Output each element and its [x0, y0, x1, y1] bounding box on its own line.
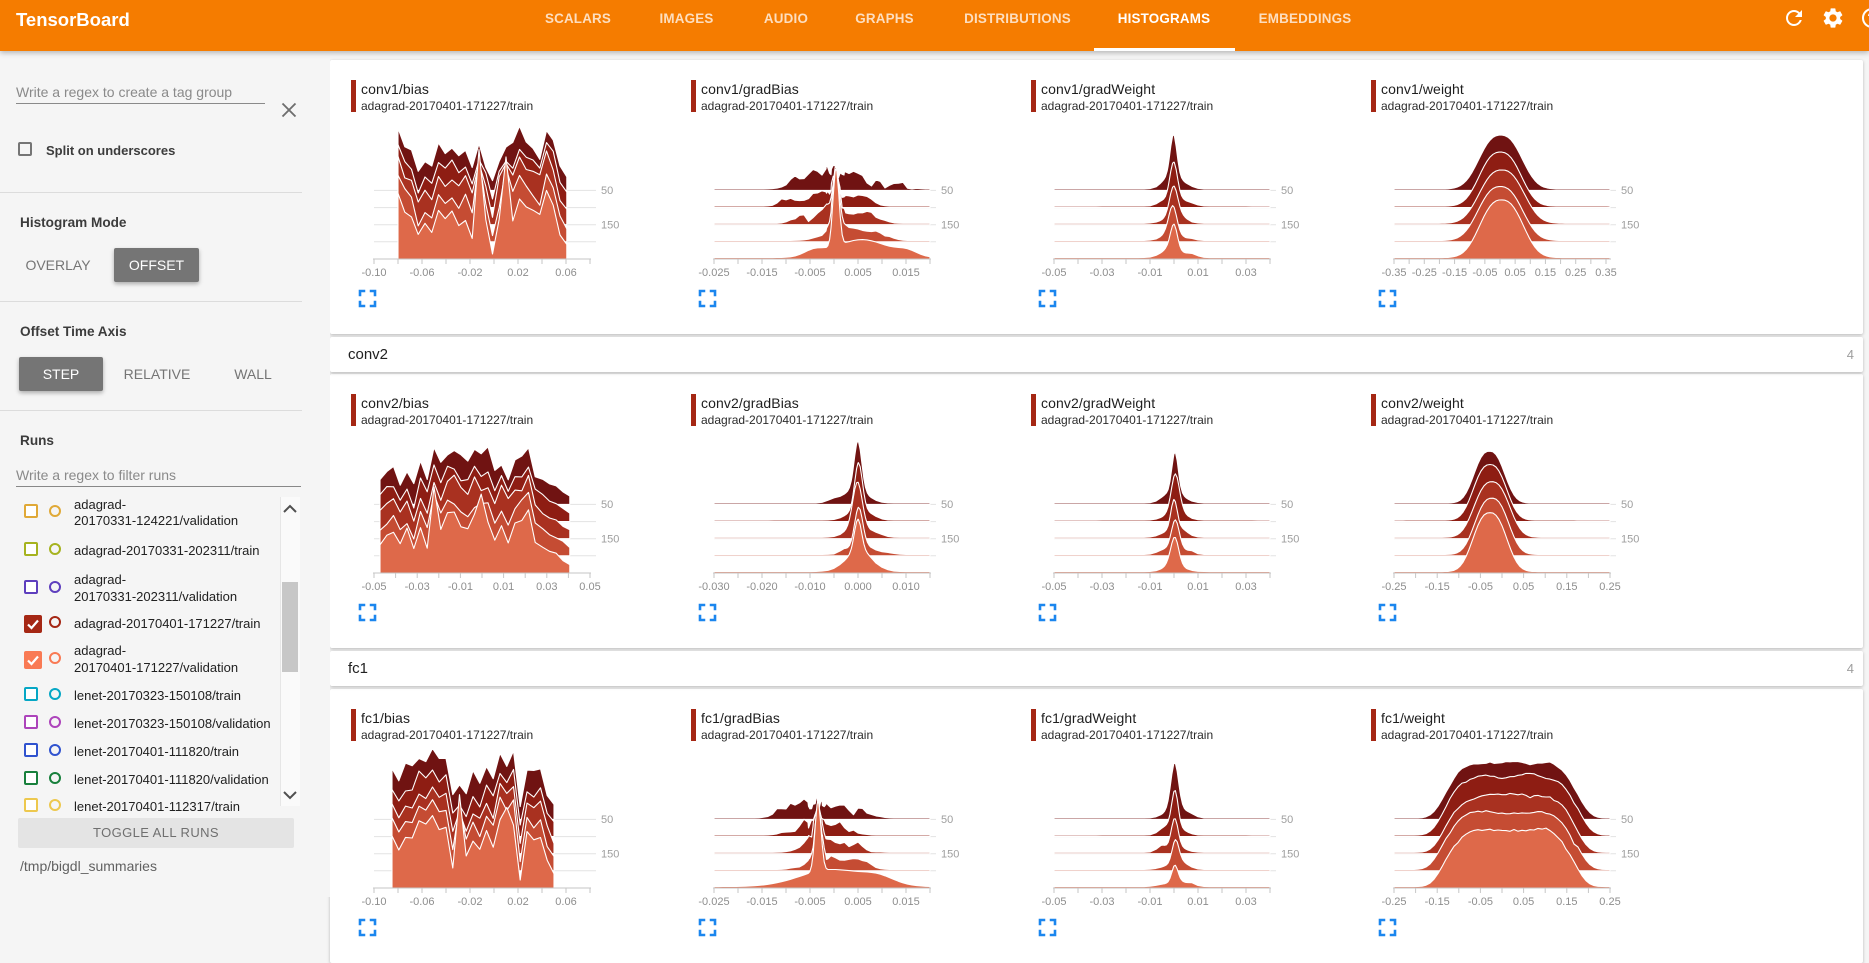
svg-text:-0.025: -0.025 — [698, 896, 729, 908]
svg-text:-0.15: -0.15 — [1442, 267, 1467, 279]
svg-text:0.05: 0.05 — [1513, 896, 1534, 908]
svg-text:-0.03: -0.03 — [1089, 267, 1114, 279]
svg-text:50: 50 — [1621, 185, 1633, 197]
svg-text:0.25: 0.25 — [1565, 267, 1586, 279]
svg-text:150: 150 — [941, 534, 959, 546]
svg-text:-0.010: -0.010 — [794, 581, 825, 593]
svg-text:-0.01: -0.01 — [1137, 581, 1162, 593]
svg-text:150: 150 — [1281, 220, 1299, 232]
svg-text:50: 50 — [1621, 814, 1633, 826]
svg-text:50: 50 — [941, 499, 953, 511]
svg-text:-0.030: -0.030 — [698, 581, 729, 593]
svg-text:150: 150 — [1281, 849, 1299, 861]
svg-text:0.015: 0.015 — [892, 267, 920, 279]
svg-text:-0.15: -0.15 — [1425, 896, 1450, 908]
svg-text:-0.10: -0.10 — [361, 267, 386, 279]
svg-text:50: 50 — [1281, 499, 1293, 511]
svg-text:0.06: 0.06 — [555, 896, 576, 908]
svg-text:0.01: 0.01 — [1187, 581, 1208, 593]
svg-text:0.005: 0.005 — [844, 896, 872, 908]
svg-text:0.02: 0.02 — [507, 267, 528, 279]
svg-text:-0.25: -0.25 — [1381, 896, 1406, 908]
svg-text:0.01: 0.01 — [1187, 267, 1208, 279]
svg-text:50: 50 — [601, 499, 613, 511]
svg-text:0.15: 0.15 — [1535, 267, 1556, 279]
svg-text:50: 50 — [1621, 499, 1633, 511]
svg-text:-0.05: -0.05 — [1472, 267, 1497, 279]
svg-text:-0.015: -0.015 — [746, 267, 777, 279]
svg-text:150: 150 — [1621, 534, 1639, 546]
svg-text:150: 150 — [1621, 220, 1639, 232]
svg-text:0.05: 0.05 — [1504, 267, 1525, 279]
svg-text:-0.025: -0.025 — [698, 267, 729, 279]
svg-text:50: 50 — [601, 185, 613, 197]
svg-text:-0.05: -0.05 — [1041, 267, 1066, 279]
svg-text:150: 150 — [1281, 534, 1299, 546]
svg-text:150: 150 — [601, 534, 619, 546]
svg-text:0.01: 0.01 — [493, 581, 514, 593]
svg-text:-0.35: -0.35 — [1381, 267, 1406, 279]
svg-text:-0.03: -0.03 — [1089, 581, 1114, 593]
svg-text:0.03: 0.03 — [1235, 581, 1256, 593]
svg-text:50: 50 — [941, 814, 953, 826]
svg-text:0.05: 0.05 — [1513, 581, 1534, 593]
svg-text:0.000: 0.000 — [844, 581, 872, 593]
svg-text:0.05: 0.05 — [579, 581, 600, 593]
svg-text:0.35: 0.35 — [1595, 267, 1616, 279]
svg-text:-0.020: -0.020 — [746, 581, 777, 593]
svg-text:-0.01: -0.01 — [1137, 896, 1162, 908]
svg-text:-0.05: -0.05 — [1468, 896, 1493, 908]
svg-text:-0.02: -0.02 — [457, 267, 482, 279]
svg-text:0.06: 0.06 — [555, 267, 576, 279]
svg-text:-0.03: -0.03 — [1089, 896, 1114, 908]
svg-text:0.03: 0.03 — [536, 581, 557, 593]
svg-text:-0.015: -0.015 — [746, 896, 777, 908]
svg-text:150: 150 — [1621, 849, 1639, 861]
svg-text:0.25: 0.25 — [1599, 896, 1620, 908]
svg-text:0.01: 0.01 — [1187, 896, 1208, 908]
svg-text:50: 50 — [1281, 185, 1293, 197]
svg-text:-0.05: -0.05 — [361, 581, 386, 593]
svg-text:0.15: 0.15 — [1556, 581, 1577, 593]
svg-text:-0.02: -0.02 — [457, 896, 482, 908]
svg-text:-0.25: -0.25 — [1412, 267, 1437, 279]
svg-text:-0.05: -0.05 — [1041, 581, 1066, 593]
svg-text:150: 150 — [941, 849, 959, 861]
svg-text:-0.05: -0.05 — [1468, 581, 1493, 593]
svg-text:-0.01: -0.01 — [448, 581, 473, 593]
svg-text:0.03: 0.03 — [1235, 896, 1256, 908]
svg-text:-0.05: -0.05 — [1041, 896, 1066, 908]
svg-text:-0.01: -0.01 — [1137, 267, 1162, 279]
svg-text:-0.005: -0.005 — [794, 267, 825, 279]
svg-text:150: 150 — [601, 220, 619, 232]
svg-text:0.02: 0.02 — [507, 896, 528, 908]
svg-text:-0.03: -0.03 — [405, 581, 430, 593]
svg-text:0.15: 0.15 — [1556, 896, 1577, 908]
svg-text:-0.15: -0.15 — [1425, 581, 1450, 593]
svg-text:150: 150 — [941, 220, 959, 232]
svg-text:0.015: 0.015 — [892, 896, 920, 908]
svg-text:0.25: 0.25 — [1599, 581, 1620, 593]
svg-text:0.005: 0.005 — [844, 267, 872, 279]
svg-text:0.010: 0.010 — [892, 581, 920, 593]
svg-text:50: 50 — [941, 185, 953, 197]
svg-text:-0.25: -0.25 — [1381, 581, 1406, 593]
svg-text:-0.06: -0.06 — [409, 267, 434, 279]
svg-text:-0.10: -0.10 — [361, 896, 386, 908]
svg-text:0.03: 0.03 — [1235, 267, 1256, 279]
svg-text:-0.005: -0.005 — [794, 896, 825, 908]
svg-text:-0.06: -0.06 — [409, 896, 434, 908]
svg-text:150: 150 — [601, 849, 619, 861]
svg-text:50: 50 — [601, 814, 613, 826]
svg-text:50: 50 — [1281, 814, 1293, 826]
